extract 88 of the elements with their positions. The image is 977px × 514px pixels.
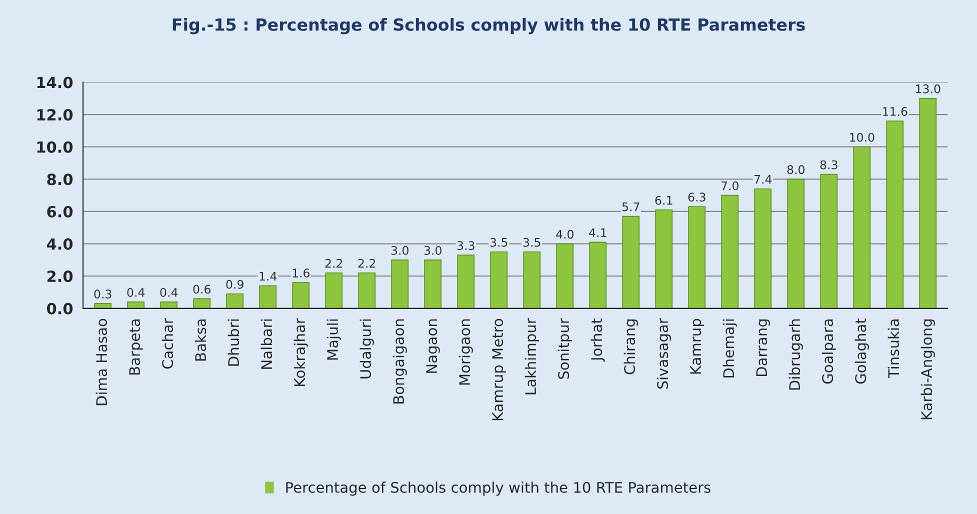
x-tick-label: Majuli <box>326 319 341 360</box>
y-tick-label: 8.0 <box>47 174 73 186</box>
data-label: 7.4 <box>754 175 772 184</box>
data-label: 4.0 <box>556 230 574 239</box>
bar <box>556 243 574 308</box>
x-tick-label: Chirang <box>624 319 638 374</box>
bar <box>919 98 937 308</box>
data-label: 11.6 <box>883 107 908 116</box>
x-tick-label: Dhemaji <box>722 319 737 378</box>
x-tick-label: Baksa <box>194 319 206 361</box>
data-label: 13.0 <box>916 84 940 94</box>
bar <box>193 298 211 308</box>
bar <box>622 216 640 308</box>
data-label: 0.9 <box>226 280 244 289</box>
x-tick-label: Nagaon <box>426 319 440 373</box>
y-tick-label: 2.0 <box>47 270 73 282</box>
data-label: 8.3 <box>820 160 838 170</box>
bar <box>655 209 673 308</box>
x-tick-label: Dhubri <box>228 319 240 366</box>
x-tick-label: Lakhimpur <box>524 318 539 394</box>
x-tick-label: Morigaon <box>458 319 473 385</box>
data-label: 3.5 <box>523 238 540 247</box>
x-tick-label: Jorhat <box>590 318 605 362</box>
y-tick-label: 14.0 <box>37 76 73 88</box>
x-tick-label: Bongaigaon <box>392 319 407 404</box>
bar <box>358 272 376 308</box>
y-tick-label: 4.0 <box>46 238 73 250</box>
x-tick-label: Darrang <box>756 319 770 376</box>
data-label: 4.1 <box>589 228 606 237</box>
data-label: 10.0 <box>850 132 874 142</box>
y-tick-label: 10.0 <box>37 141 73 153</box>
bar <box>424 260 442 308</box>
x-tick-label: Kokrajhar <box>294 318 308 386</box>
y-tick-label: 0.0 <box>46 302 73 314</box>
bar <box>754 188 772 308</box>
bar <box>490 251 508 308</box>
x-tick-label: Dibrugarh <box>788 319 803 390</box>
bar <box>589 242 607 308</box>
data-label: 0.4 <box>160 288 178 297</box>
bar <box>94 303 112 308</box>
bar <box>721 194 739 308</box>
data-label: 3.0 <box>391 246 408 255</box>
x-tick-label: Barpeta <box>129 319 143 375</box>
x-tick-label: Goalpara <box>822 319 836 384</box>
bar <box>820 174 838 308</box>
bar <box>226 293 244 308</box>
bar <box>391 260 409 308</box>
data-label: 0.3 <box>94 290 112 298</box>
x-tick-label: Karbi-Anglong <box>920 319 935 420</box>
bar <box>292 282 310 308</box>
data-label: 7.0 <box>721 181 738 190</box>
x-tick-label: Udalguri <box>360 319 374 378</box>
bar <box>853 146 871 308</box>
bar <box>259 285 277 308</box>
data-label: 1.4 <box>260 272 277 281</box>
data-label: 2.2 <box>325 258 342 268</box>
x-tick-label: Kamrup <box>690 318 704 374</box>
bar <box>127 302 145 308</box>
bar <box>886 120 904 308</box>
data-label: 5.7 <box>622 202 640 212</box>
data-label: 1.6 <box>292 268 310 278</box>
x-tick-label: Tinsukia <box>888 319 900 378</box>
y-tick-label: 6.0 <box>47 206 73 218</box>
data-label: 6.1 <box>655 196 672 205</box>
x-tick-label: Dima Hasao <box>96 318 108 406</box>
data-label: 3.3 <box>457 241 474 250</box>
bar <box>787 178 805 308</box>
data-label: 0.6 <box>193 284 210 294</box>
data-label: 0.4 <box>127 288 145 297</box>
legend-label: Percentage of Schools comply with the 10 RTE Parameters <box>286 482 710 496</box>
data-label: 2.2 <box>358 258 376 268</box>
bar <box>160 302 178 308</box>
chart-title: Fig.-15 : Percentage of Schools comply with the 10 RTE Parameters <box>172 18 805 34</box>
y-tick-label: 12.0 <box>37 109 73 121</box>
data-label: 3.5 <box>490 238 508 247</box>
bar <box>523 251 541 308</box>
x-tick-label: Sonitpur <box>558 318 572 379</box>
data-label: 3.0 <box>424 246 442 255</box>
bar <box>688 206 706 308</box>
data-label: 8.0 <box>787 165 804 174</box>
bar <box>457 254 475 308</box>
x-tick-label: Nalbari <box>260 319 272 369</box>
x-tick-label: Sivasagar <box>656 318 671 389</box>
x-tick-label: Kamrup Metro <box>492 318 506 420</box>
bar <box>325 272 343 308</box>
x-tick-label: Cachar <box>162 318 174 369</box>
data-label: 6.3 <box>688 192 706 202</box>
x-tick-label: Golaghat <box>854 318 869 384</box>
